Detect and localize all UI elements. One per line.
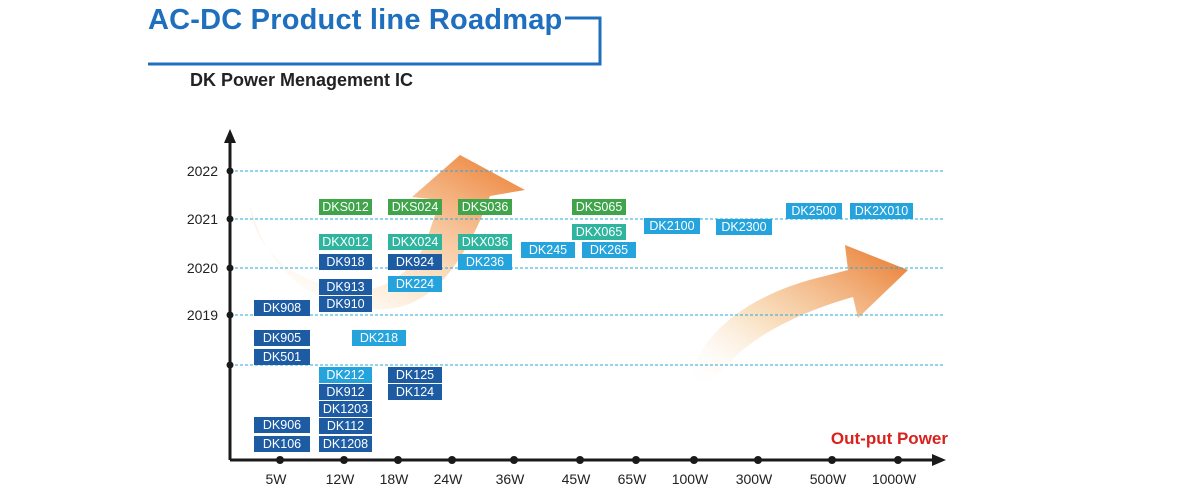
x-tick-dot-5W: [276, 456, 284, 464]
product-dk212: DK212: [319, 367, 372, 383]
product-dk236: DK236: [458, 254, 512, 270]
x-tick-label-300W: 300W: [736, 471, 773, 487]
x-tick-label-5W: 5W: [266, 471, 288, 487]
y-axis-ticks: 2019 2020 2021 2022: [187, 163, 234, 369]
x-tick-dot-500W: [828, 456, 836, 464]
x-axis-arrow: [932, 454, 946, 466]
x-axis-ticks: 5W 12W 18W 24W 36W 45W 65W 100W 300W 500W 1000W: [266, 456, 917, 487]
title-frame: [148, 16, 602, 66]
product-dkx024: DKX024: [388, 234, 442, 250]
growth-arrow-left: [250, 155, 525, 310]
product-dk501: DK501: [254, 349, 310, 365]
product-dk1208: DK1208: [319, 436, 372, 452]
product-dk2100: DK2100: [644, 218, 700, 234]
product-dk910: DK910: [319, 296, 372, 312]
y-tick-label-2020: 2020: [187, 260, 218, 276]
y-tick-dot-1: [226, 311, 234, 319]
y-tick-dot-3: [226, 215, 234, 223]
y-tick-dot-4: [226, 167, 234, 175]
product-dks036: DKS036: [458, 199, 512, 215]
x-tick-dot-300W: [754, 456, 762, 464]
x-tick-label-500W: 500W: [810, 471, 847, 487]
product-dk124: DK124: [388, 384, 442, 400]
y-tick-label-2019: 2019: [187, 307, 218, 323]
x-tick-label-18W: 18W: [380, 471, 410, 487]
product-dk2500: DK2500: [786, 203, 842, 219]
x-tick-label-36W: 36W: [496, 471, 526, 487]
product-dk918: DK918: [319, 254, 372, 270]
product-dk106: DK106: [254, 436, 310, 452]
product-dk905: DK905: [254, 330, 310, 346]
x-tick-label-12W: 12W: [326, 471, 356, 487]
product-dks012: DKS012: [319, 199, 372, 215]
product-dks065: DKS065: [572, 199, 626, 215]
x-tick-dot-12W: [340, 456, 348, 464]
gridlines: [230, 170, 945, 366]
x-tick-label-1000W: 1000W: [872, 471, 917, 487]
product-dk125: DK125: [388, 367, 442, 383]
x-tick-label-24W: 24W: [434, 471, 464, 487]
x-tick-dot-45W: [576, 456, 584, 464]
x-tick-dot-18W: [394, 456, 402, 464]
y-axis-arrow: [224, 129, 236, 143]
product-dkx036: DKX036: [458, 234, 512, 250]
y-tick-dot-0: [226, 361, 234, 369]
x-tick-dot-65W: [632, 456, 640, 464]
product-dks024: DKS024: [388, 199, 442, 215]
x-axis-label: Out-put Power: [831, 429, 948, 448]
product-dkx012: DKX012: [319, 234, 372, 250]
product-dk906: DK906: [254, 417, 310, 433]
x-tick-dot-100W: [690, 456, 698, 464]
product-dkx065: DKX065: [572, 224, 626, 240]
product-dk913: DK913: [319, 279, 372, 295]
y-tick-dot-2: [226, 264, 234, 272]
growth-arrow-right: [690, 245, 908, 387]
x-tick-label-65W: 65W: [618, 471, 648, 487]
product-dk1203: DK1203: [319, 401, 372, 417]
page-title: AC-DC Product line Roadmap: [148, 4, 563, 36]
x-tick-dot-24W: [448, 456, 456, 464]
x-tick-label-45W: 45W: [562, 471, 592, 487]
product-dk912: DK912: [319, 384, 372, 400]
x-tick-label-100W: 100W: [672, 471, 709, 487]
product-dk218: DK218: [352, 330, 406, 346]
product-dk245: DK245: [521, 242, 575, 258]
product-dk924: DK924: [388, 254, 442, 270]
product-dk224: DK224: [388, 276, 442, 292]
product-dk2x010: DK2X010: [850, 203, 913, 219]
x-tick-dot-1000W: [894, 456, 902, 464]
product-dk2300: DK2300: [716, 219, 772, 235]
product-dk112: DK112: [319, 418, 372, 434]
product-dk265: DK265: [582, 242, 636, 258]
y-tick-label-2022: 2022: [187, 163, 218, 179]
page-subtitle: DK Power Menagement IC: [190, 70, 414, 90]
y-tick-label-2021: 2021: [187, 211, 218, 227]
x-tick-dot-36W: [510, 456, 518, 464]
product-dk908: DK908: [254, 300, 310, 316]
